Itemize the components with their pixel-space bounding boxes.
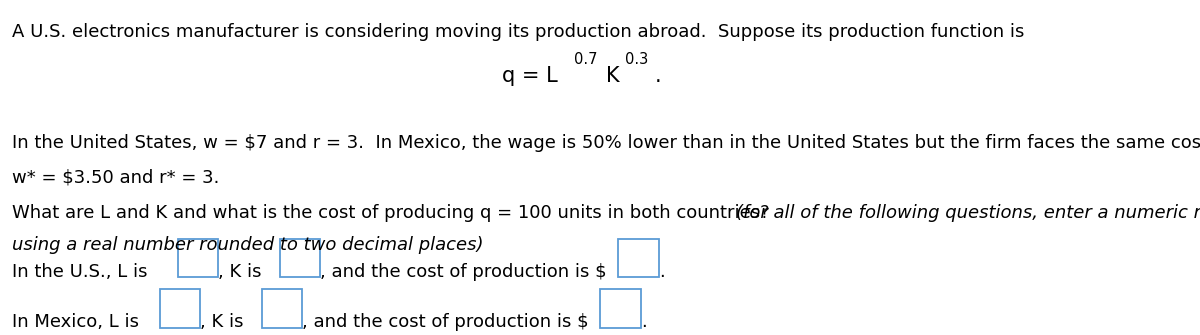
Text: What are L and K and what is the cost of producing q = 100 units in both countri: What are L and K and what is the cost of… <box>12 204 781 222</box>
Text: q = L: q = L <box>502 66 557 86</box>
Text: In the United States, w = $7 and r = 3.  In Mexico, the wage is 50% lower than i: In the United States, w = $7 and r = 3. … <box>12 134 1200 152</box>
FancyBboxPatch shape <box>178 239 218 277</box>
Text: In the U.S., L is: In the U.S., L is <box>12 263 154 281</box>
FancyBboxPatch shape <box>160 289 200 328</box>
Text: w* = $3.50 and r* = 3.: w* = $3.50 and r* = 3. <box>12 168 220 186</box>
Text: 0.3: 0.3 <box>625 52 648 67</box>
Text: , and the cost of production is $: , and the cost of production is $ <box>302 313 589 331</box>
FancyBboxPatch shape <box>262 289 302 328</box>
Text: .: . <box>641 313 647 331</box>
Text: , and the cost of production is $: , and the cost of production is $ <box>320 263 607 281</box>
FancyBboxPatch shape <box>618 239 659 277</box>
Text: (for all of the following questions, enter a numeric response: (for all of the following questions, ent… <box>736 204 1200 222</box>
Text: , K is: , K is <box>218 263 268 281</box>
Text: using a real number rounded to two decimal places): using a real number rounded to two decim… <box>12 236 484 254</box>
FancyBboxPatch shape <box>280 239 320 277</box>
Text: A U.S. electronics manufacturer is considering moving its production abroad.  Su: A U.S. electronics manufacturer is consi… <box>12 23 1025 42</box>
Text: , K is: , K is <box>200 313 250 331</box>
FancyBboxPatch shape <box>600 289 641 328</box>
Text: K: K <box>606 66 619 86</box>
Text: 0.7: 0.7 <box>574 52 598 67</box>
Text: .: . <box>659 263 665 281</box>
Text: In Mexico, L is: In Mexico, L is <box>12 313 145 331</box>
Text: .: . <box>655 66 662 86</box>
